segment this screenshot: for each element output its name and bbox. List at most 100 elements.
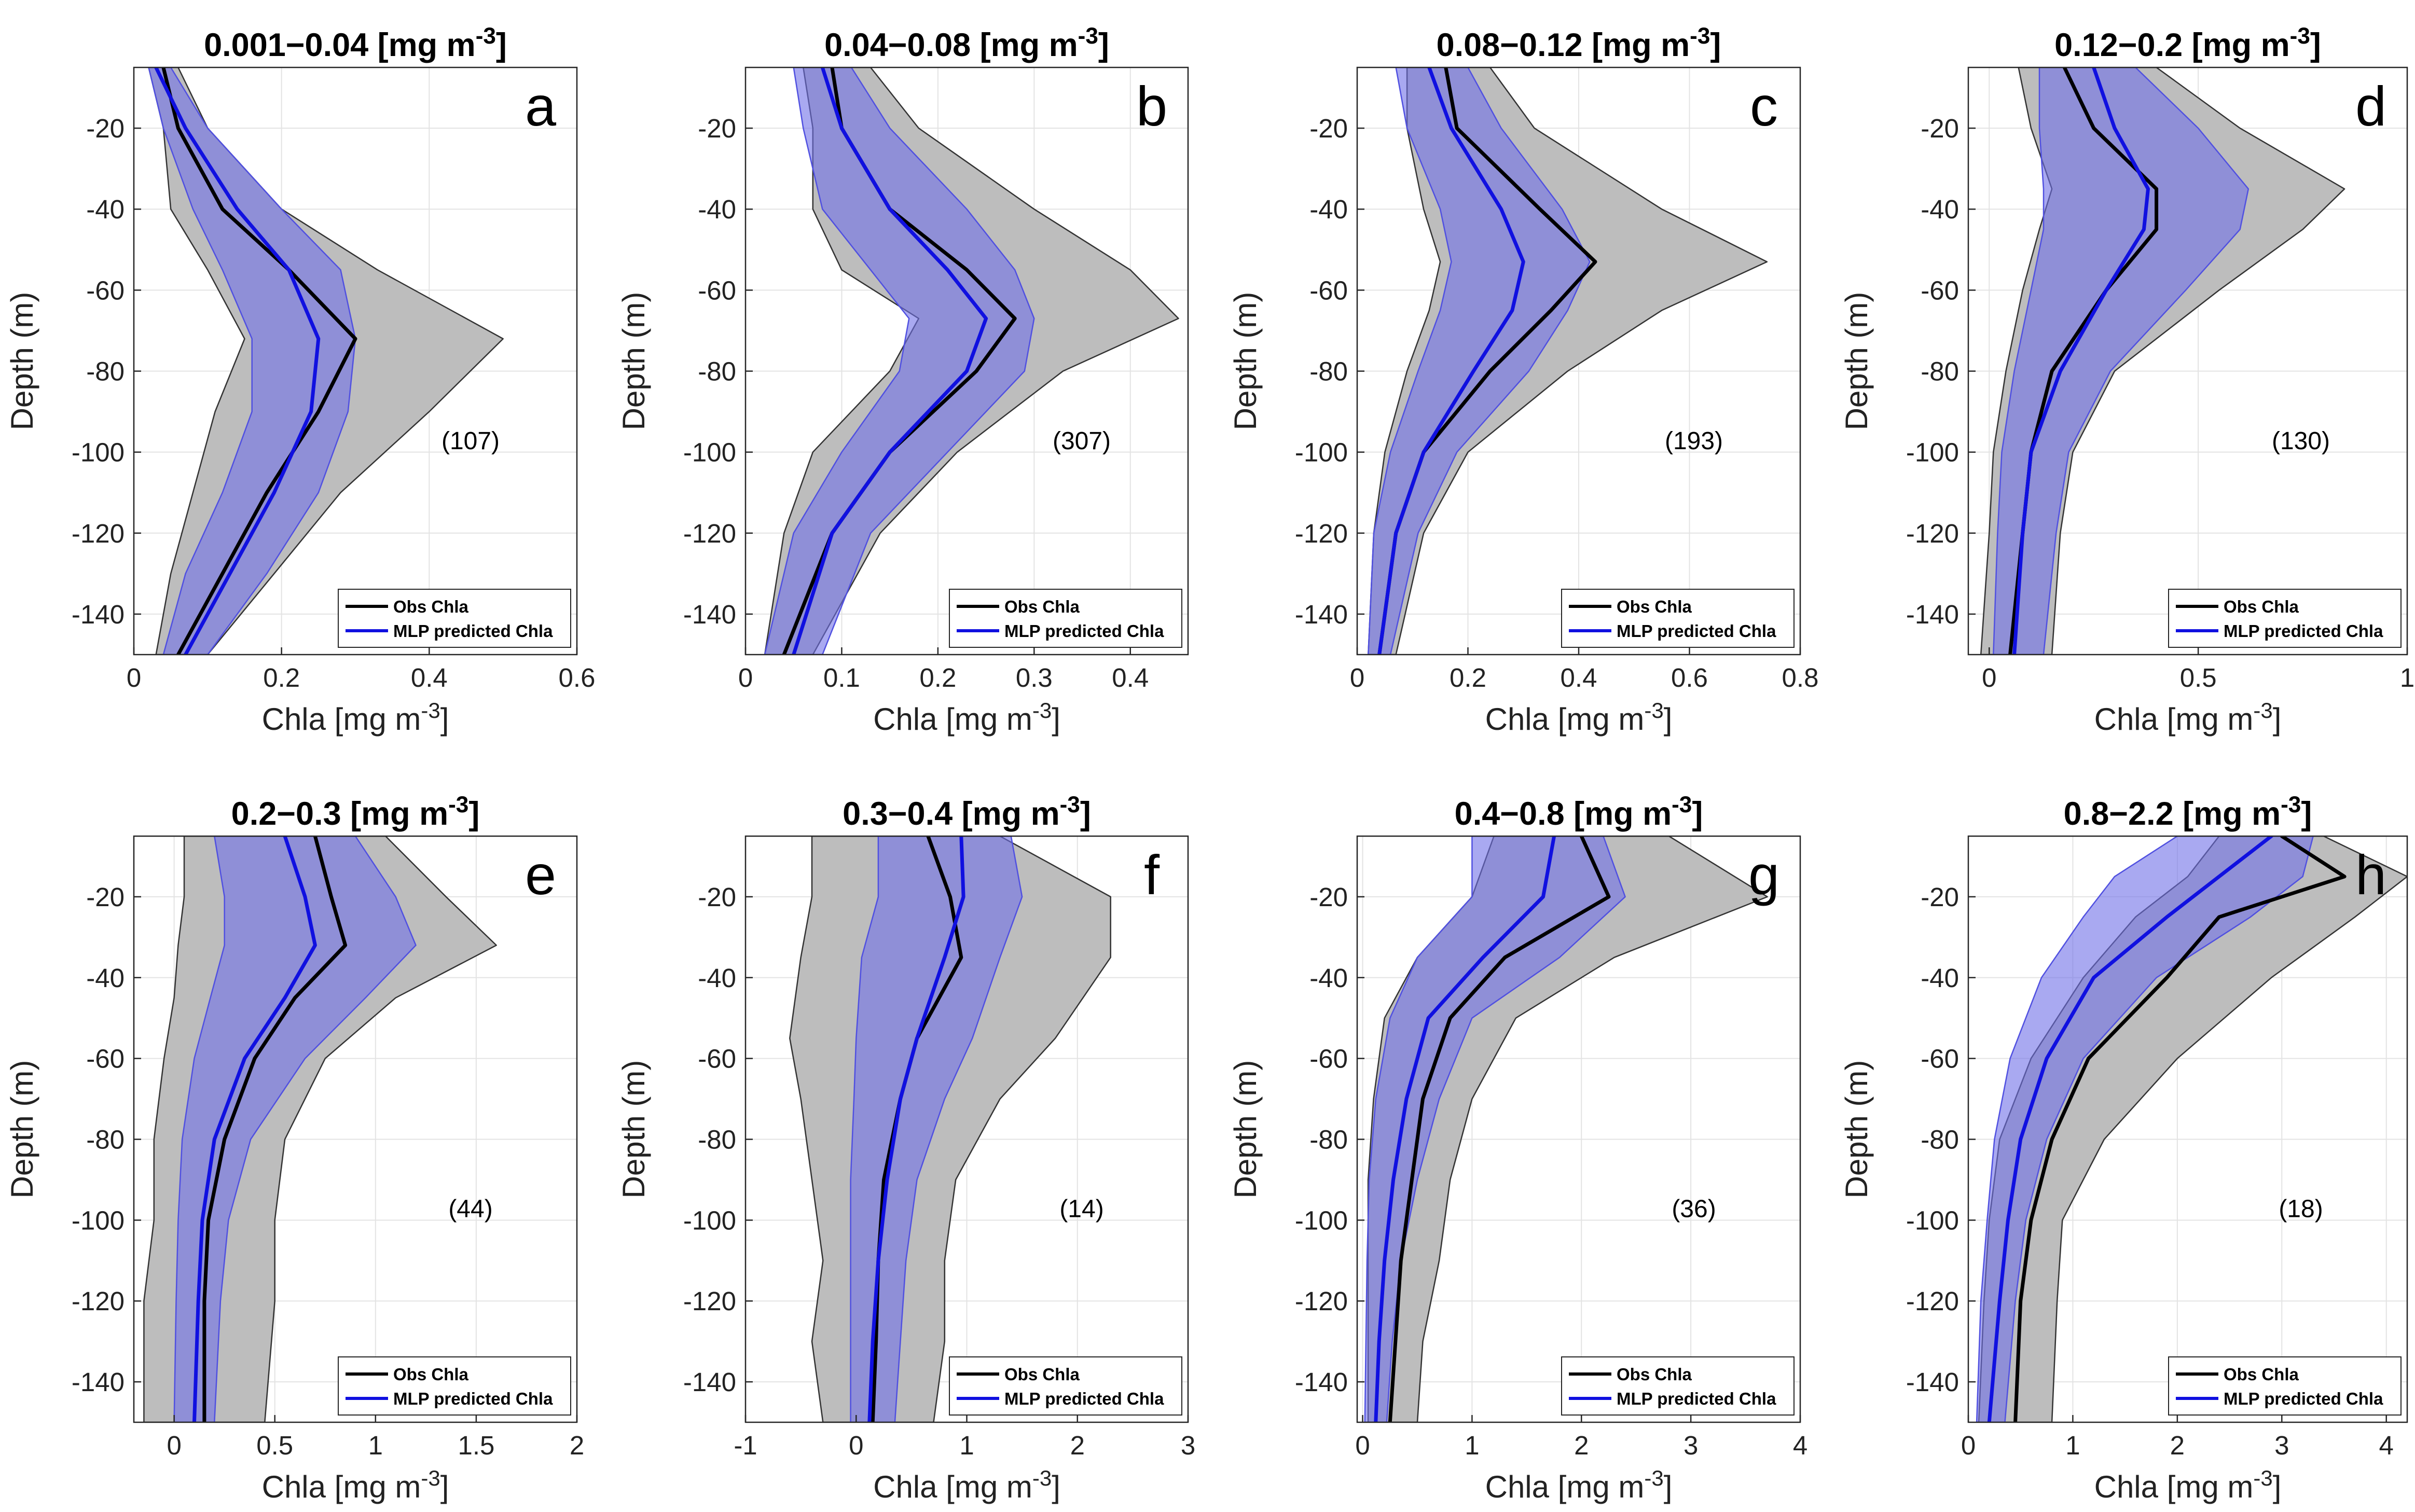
- x-tick-label: 0.3: [1016, 663, 1053, 692]
- legend-mlp-label: MLP predicted Chla: [1617, 1389, 1776, 1408]
- x-tick-label: 1: [2065, 1431, 2080, 1460]
- panel-letter: g: [1748, 843, 1779, 906]
- y-tick-label: -120: [72, 1286, 125, 1316]
- legend: Obs Chla MLP predicted Chla: [338, 589, 571, 648]
- legend: Obs Chla MLP predicted Chla: [1561, 1356, 1795, 1416]
- y-tick-label: -40: [1309, 195, 1348, 224]
- profile-count: (130): [2272, 427, 2330, 455]
- mlp-chla-line: [792, 67, 988, 655]
- y-tick-label: -140: [1295, 1367, 1348, 1397]
- panel-title: 0.2−0.3 [mg m-3]: [231, 792, 480, 833]
- legend-box: [338, 589, 571, 648]
- y-tick-label: -20: [698, 882, 736, 912]
- y-tick-label: -20: [86, 882, 125, 912]
- x-tick-label: 0.1: [823, 663, 860, 692]
- x-tick-label: 0.8: [1782, 663, 1819, 692]
- legend: Obs Chla MLP predicted Chla: [2168, 1356, 2402, 1416]
- x-tick-label: 0.5: [2180, 663, 2217, 692]
- y-axis-label: Depth (m): [5, 292, 39, 431]
- x-tick-label: 0.4: [1561, 663, 1597, 692]
- legend-obs-label: Obs Chla: [1617, 1365, 1692, 1384]
- axes-box: [133, 66, 578, 656]
- x-tick-label: 0: [1350, 663, 1364, 692]
- y-tick-label: -100: [1906, 438, 1959, 467]
- profile-count: (18): [2279, 1196, 2323, 1223]
- y-axis-label: Depth (m): [5, 1060, 39, 1199]
- x-tick-label: 0.2: [1450, 663, 1486, 692]
- x-tick-label: 3: [1181, 1431, 1195, 1460]
- mlp-range-band: [1976, 836, 2314, 1422]
- y-axis-label: Depth (m): [616, 1060, 651, 1199]
- x-tick-label: 0.4: [1112, 663, 1149, 692]
- mlp-range-band: [148, 67, 356, 655]
- plot-content: [143, 836, 497, 1422]
- y-tick-label: -40: [1921, 963, 1959, 993]
- mlp-chla-line: [1374, 836, 1556, 1422]
- chart-panel-b: 0 0.1 0.2 0.3 0.4 -20 -40 -60 -80 -100 -120 -140 0.0…: [616, 23, 1189, 737]
- profile-count: (44): [448, 1196, 492, 1223]
- panel-title: 0.04−0.08 [mg m-3]: [824, 23, 1109, 64]
- y-axis-label: Depth (m): [1228, 1060, 1263, 1199]
- x-axis-label: Chla [mg m-3]: [262, 698, 449, 737]
- mlp-range-band: [850, 836, 1023, 1422]
- mlp-chla-line: [1987, 836, 2273, 1422]
- chart-panel-c: 0 0.2 0.4 0.6 0.8 -20 -40 -60 -80 -100 -120 -140 0.0…: [1228, 23, 1818, 737]
- legend-obs-label: Obs Chla: [2224, 1365, 2299, 1384]
- y-tick-label: -100: [1906, 1205, 1959, 1235]
- panel-letter: d: [2355, 75, 2386, 137]
- x-tick-label: 3: [1683, 1431, 1698, 1460]
- x-tick-label: 0: [167, 1431, 181, 1460]
- legend: Obs Chla MLP predicted Chla: [949, 589, 1182, 648]
- x-tick-label: 0.4: [411, 663, 448, 692]
- mlp-chla-line: [154, 67, 321, 655]
- legend-mlp-label: MLP predicted Chla: [1004, 1389, 1164, 1408]
- plot-content: [1364, 836, 1768, 1422]
- legend: Obs Chla MLP predicted Chla: [949, 1356, 1182, 1416]
- x-tick-label: 0.5: [256, 1431, 293, 1460]
- y-axis-label: Depth (m): [616, 292, 651, 431]
- x-tick-label: 0: [849, 1431, 863, 1460]
- panel-title: 0.8−2.2 [mg m-3]: [2064, 792, 2312, 833]
- y-tick-label: -40: [86, 963, 125, 993]
- y-tick-label: -60: [86, 275, 125, 305]
- legend-mlp-label: MLP predicted Chla: [393, 1389, 553, 1408]
- y-tick-label: -120: [1906, 1286, 1959, 1316]
- legend-obs-label: Obs Chla: [1004, 1365, 1080, 1384]
- panel-title: 0.12−0.2 [mg m-3]: [2054, 23, 2321, 64]
- x-tick-label: 0.6: [559, 663, 596, 692]
- chart-panel-d: 0 0.5 1 -20 -40 -60 -80 -100 -120 -140 0.12−0.2 [m…: [1839, 23, 2414, 737]
- x-axis-label: Chla [mg m-3]: [262, 1466, 449, 1505]
- y-tick-label: -140: [1906, 1367, 1959, 1397]
- y-tick-label: -80: [86, 357, 125, 386]
- x-tick-label: 0.2: [263, 663, 300, 692]
- axes-box: [1967, 835, 2408, 1423]
- y-axis-label: Depth (m): [1839, 1060, 1874, 1199]
- y-tick-label: -60: [86, 1044, 125, 1074]
- x-tick-label: 0: [738, 663, 753, 692]
- y-tick-label: -60: [1921, 275, 1959, 305]
- chart-panel-f: -1 0 1 2 3 -20 -40 -60 -80 -100 -120 -140 0.3−0.4 [m…: [616, 792, 1195, 1505]
- mlp-chla-line: [2012, 67, 2150, 655]
- legend-mlp-label: MLP predicted Chla: [2224, 621, 2383, 641]
- x-tick-label: 0: [1355, 1431, 1370, 1460]
- x-tick-label: 4: [1793, 1431, 1807, 1460]
- obs-chla-line: [202, 836, 348, 1422]
- y-tick-label: -80: [698, 1125, 736, 1154]
- y-tick-label: -20: [1921, 114, 1959, 143]
- x-axis-label: Chla [mg m-3]: [873, 698, 1060, 737]
- legend-obs-label: Obs Chla: [393, 1365, 469, 1384]
- plot-content: [1368, 67, 1768, 655]
- y-tick-label: -100: [72, 438, 125, 467]
- obs-chla-line: [161, 67, 357, 655]
- x-tick-label: 1: [2400, 663, 2414, 692]
- y-tick-label: -20: [1921, 882, 1959, 912]
- legend-obs-label: Obs Chla: [393, 597, 469, 616]
- panel-title: 0.08−0.12 [mg m-3]: [1437, 23, 1721, 64]
- y-tick-label: -100: [683, 1205, 736, 1235]
- profile-count: (14): [1059, 1196, 1103, 1223]
- x-tick-label: 0: [127, 663, 141, 692]
- panel-letter: b: [1136, 75, 1167, 137]
- y-tick-label: -40: [698, 963, 736, 993]
- mlp-range-band: [1364, 836, 1626, 1422]
